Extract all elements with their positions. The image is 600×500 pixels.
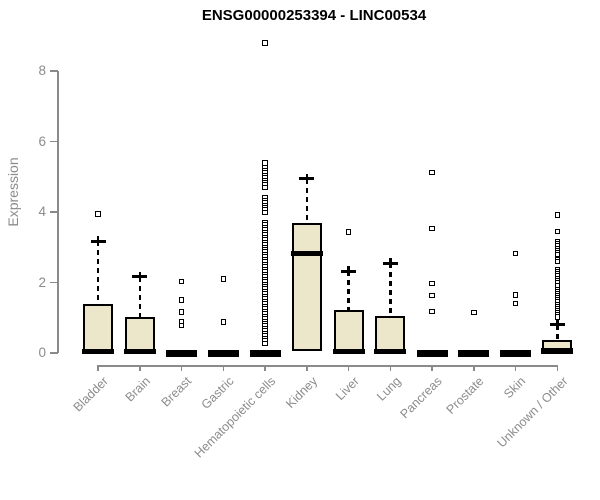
- whisker-cap-stub: [389, 258, 392, 264]
- median-line: [332, 348, 365, 355]
- y-tick: [50, 211, 58, 213]
- y-tick: [50, 281, 58, 284]
- whisker-line: [305, 178, 309, 223]
- outlier-point: [220, 276, 227, 282]
- whisker-line: [96, 241, 100, 304]
- outlier-point: [345, 229, 352, 235]
- outlier-point: [95, 211, 101, 217]
- x-tick: [347, 365, 350, 371]
- x-tick: [222, 365, 225, 371]
- whisker-cap-stub: [138, 271, 142, 277]
- median-line: [82, 348, 114, 355]
- y-tick-label: 4: [38, 204, 46, 219]
- outlier-point: [512, 250, 519, 257]
- whisker-cap-stub: [347, 266, 350, 272]
- whisker-cap: [132, 275, 148, 279]
- whisker-cap: [382, 261, 398, 265]
- y-tick: [50, 352, 58, 354]
- x-tick: [556, 365, 559, 371]
- whisker-cap: [549, 323, 565, 327]
- y-tick: [50, 70, 58, 72]
- chart-title: ENSG00000253394 - LINC00534: [201, 7, 427, 24]
- whisker-cap: [299, 177, 315, 181]
- median-line: [290, 250, 323, 257]
- x-tick: [389, 365, 392, 371]
- whisker-cap-stub: [96, 236, 100, 242]
- x-axis-line: [98, 365, 558, 367]
- whisker-cap: [90, 239, 106, 243]
- x-tick: [473, 365, 475, 371]
- whisker-line: [347, 271, 350, 310]
- x-tick-label: Pancreas: [397, 374, 446, 422]
- outlier-point: [512, 292, 519, 298]
- x-tick: [431, 365, 433, 371]
- outlier-point: [220, 319, 227, 325]
- zero-box-bar: [500, 349, 532, 357]
- y-tick-label: 0: [38, 345, 46, 360]
- y-axis-label: Expression: [5, 157, 21, 227]
- box-iqr: [291, 222, 322, 351]
- x-tick-label: Liver: [332, 374, 362, 404]
- outlier-point: [512, 300, 519, 307]
- x-tick: [139, 365, 141, 371]
- box-iqr: [124, 316, 155, 353]
- x-tick-label: Breast: [158, 374, 195, 410]
- whisker-line: [556, 324, 559, 340]
- whisker-cap-stub: [305, 173, 309, 179]
- x-tick-label: Kidney: [282, 374, 320, 411]
- x-tick-label: Brain: [122, 374, 153, 405]
- outlier-point: [429, 169, 435, 176]
- x-tick: [180, 365, 183, 371]
- whisker-line: [138, 276, 142, 317]
- outlier-point: [178, 297, 185, 303]
- outlier-point: [178, 309, 185, 315]
- x-tick-label: Prostate: [444, 374, 487, 417]
- outlier-point: [471, 309, 477, 316]
- y-tick-label: 6: [38, 133, 46, 149]
- median-line: [541, 348, 574, 354]
- zero-box-bar: [416, 349, 448, 357]
- outlier-point: [262, 184, 268, 191]
- zero-box-bar: [207, 349, 239, 357]
- x-tick-label: Hematopoietic cells: [191, 374, 278, 461]
- x-tick-label: Bladder: [70, 374, 111, 415]
- outlier-point: [554, 228, 561, 235]
- x-tick: [264, 365, 266, 371]
- y-tick-label: 8: [38, 63, 46, 78]
- outlier-point: [262, 209, 268, 216]
- outlier-point: [262, 340, 268, 347]
- x-tick: [514, 365, 517, 371]
- zero-box-bar: [166, 349, 198, 357]
- x-tick: [97, 365, 99, 371]
- box-iqr: [375, 315, 406, 353]
- outlier-point: [429, 308, 435, 315]
- x-tick-label: Skin: [501, 374, 529, 402]
- median-line: [123, 348, 156, 355]
- whisker-line: [389, 263, 392, 316]
- outlier-point: [429, 292, 435, 299]
- whisker-cap: [341, 269, 357, 273]
- y-tick: [50, 140, 58, 143]
- whisker-cap-stub: [556, 319, 559, 325]
- outlier-point: [178, 322, 185, 329]
- y-tick-label: 2: [38, 274, 46, 290]
- median-line: [374, 348, 407, 355]
- box-iqr: [333, 309, 364, 353]
- outlier-point: [554, 258, 561, 265]
- outlier-point: [262, 40, 268, 46]
- x-tick-label: Gastric: [198, 374, 237, 412]
- outlier-point: [178, 278, 185, 285]
- box-iqr: [83, 303, 113, 353]
- x-tick: [306, 365, 308, 371]
- zero-box-bar: [458, 349, 490, 357]
- outlier-point: [554, 212, 561, 218]
- outlier-point: [429, 280, 435, 287]
- outlier-point: [554, 314, 561, 320]
- zero-box-bar: [249, 349, 281, 357]
- x-tick-label: Lung: [373, 374, 404, 404]
- outlier-point: [429, 225, 435, 232]
